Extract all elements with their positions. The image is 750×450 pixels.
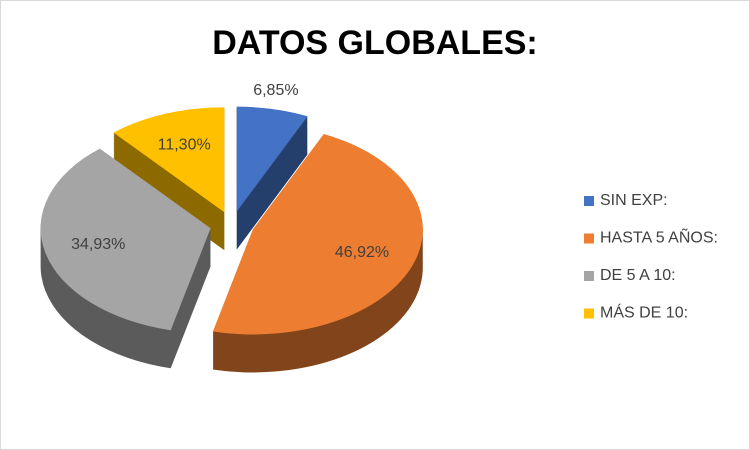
legend-swatch [584, 271, 594, 281]
legend-swatch [584, 196, 594, 206]
data-label: 46,92% [335, 244, 389, 261]
slice [212, 134, 423, 335]
data-label: 11,30% [158, 136, 211, 153]
slice [236, 106, 308, 212]
chart-title: DATOS GLOBALES: [212, 24, 538, 62]
legend-label: HASTA 5 AÑOS: [600, 227, 718, 247]
legend-label: SIN EXP: [600, 192, 668, 209]
legend-label: DE 5 A 10: [600, 267, 676, 284]
data-label: 34,93% [71, 236, 125, 253]
slice [40, 148, 211, 331]
legend-label: MÁS DE 10: [600, 303, 688, 322]
data-label: 6,85% [253, 82, 298, 99]
legend-swatch [584, 233, 594, 244]
slice [113, 107, 225, 213]
legend-swatch [584, 308, 594, 319]
